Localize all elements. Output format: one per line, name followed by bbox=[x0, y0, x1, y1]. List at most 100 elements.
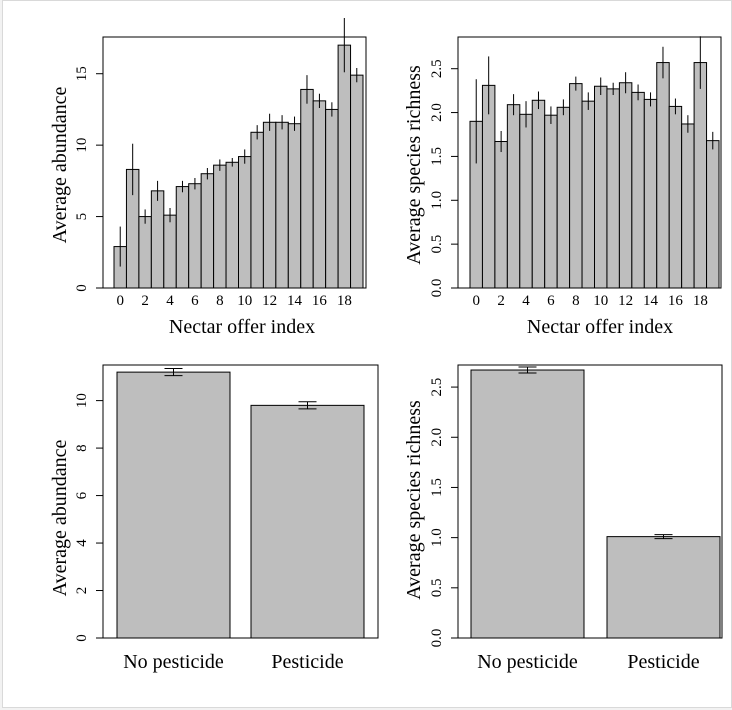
bar bbox=[668, 105, 683, 289]
bar bbox=[188, 183, 202, 289]
category-label: No pesticide bbox=[123, 651, 224, 673]
x-tick-label: 0 bbox=[472, 293, 480, 309]
bar bbox=[556, 106, 571, 289]
bar bbox=[531, 99, 546, 289]
y-tick-label: 0.0 bbox=[429, 629, 445, 648]
bar bbox=[481, 84, 496, 289]
x-tick-label: 18 bbox=[693, 293, 708, 309]
plot-box bbox=[457, 36, 722, 289]
bar bbox=[606, 88, 620, 289]
y-tick-label: 5 bbox=[74, 213, 90, 221]
bar bbox=[693, 62, 708, 289]
bar bbox=[594, 85, 608, 289]
bar bbox=[150, 190, 165, 289]
x-tick-label: 12 bbox=[618, 293, 633, 309]
bar bbox=[250, 404, 365, 639]
y-tick-label: 15 bbox=[74, 66, 90, 81]
x-tick-label: 12 bbox=[262, 293, 277, 309]
y-axis-title: Average abundance bbox=[49, 440, 71, 597]
bar bbox=[681, 123, 695, 289]
bar bbox=[250, 131, 264, 289]
x-tick-label: 8 bbox=[216, 293, 224, 309]
x-tick-label: 0 bbox=[116, 293, 124, 309]
bar bbox=[506, 104, 521, 289]
bar bbox=[706, 140, 720, 289]
x-tick-label: 18 bbox=[337, 293, 352, 309]
bar bbox=[631, 91, 645, 289]
y-axis-title: Average species richness bbox=[403, 400, 425, 600]
plot-box bbox=[102, 364, 379, 639]
x-tick-label: 8 bbox=[572, 293, 580, 309]
y-tick-label: 0 bbox=[74, 634, 90, 642]
y-tick-label: 8 bbox=[74, 444, 90, 452]
plot-box bbox=[457, 364, 723, 639]
bar bbox=[287, 123, 302, 289]
bar bbox=[350, 74, 364, 289]
bar bbox=[275, 121, 289, 289]
x-tick-label: 4 bbox=[522, 293, 530, 309]
bar bbox=[175, 186, 190, 289]
plot-box bbox=[102, 36, 367, 289]
x-tick-label: 4 bbox=[166, 293, 174, 309]
y-tick-label: 10 bbox=[74, 393, 90, 408]
bar bbox=[200, 173, 215, 289]
bar bbox=[519, 113, 533, 289]
y-tick-label: 0.0 bbox=[429, 279, 445, 298]
y-tick-label: 0.5 bbox=[429, 578, 445, 597]
bar bbox=[494, 141, 508, 289]
x-tick-label: 16 bbox=[312, 293, 328, 309]
bar bbox=[138, 216, 152, 289]
y-tick-label: 2.0 bbox=[429, 103, 445, 122]
x-tick-label: 14 bbox=[643, 293, 659, 309]
x-tick-label: 2 bbox=[497, 293, 505, 309]
bar bbox=[581, 100, 595, 289]
bar bbox=[618, 82, 633, 289]
x-tick-label: 6 bbox=[547, 293, 555, 309]
bar bbox=[569, 83, 583, 289]
bar bbox=[312, 100, 327, 289]
x-axis-title: Nectar offer index bbox=[527, 316, 673, 338]
y-tick-label: 2 bbox=[74, 587, 90, 595]
x-axis-title: Nectar offer index bbox=[169, 316, 315, 338]
x-tick-label: 2 bbox=[141, 293, 149, 309]
y-tick-label: 4 bbox=[74, 539, 90, 547]
y-axis-title: Average abundance bbox=[49, 87, 71, 244]
y-tick-label: 1.0 bbox=[429, 528, 445, 547]
x-tick-label: 16 bbox=[668, 293, 684, 309]
y-tick-label: 2.5 bbox=[429, 378, 445, 397]
category-label: No pesticide bbox=[477, 651, 578, 673]
bar bbox=[163, 214, 177, 289]
x-tick-label: 10 bbox=[237, 293, 252, 309]
bar bbox=[337, 44, 352, 289]
bar bbox=[643, 98, 658, 289]
bar bbox=[213, 164, 227, 289]
y-tick-label: 1.5 bbox=[429, 478, 445, 497]
x-tick-label: 10 bbox=[593, 293, 608, 309]
category-label: Pesticide bbox=[627, 651, 699, 673]
y-tick-label: 1.5 bbox=[429, 147, 445, 166]
category-label: Pesticide bbox=[271, 651, 343, 673]
bar bbox=[606, 536, 721, 639]
bar bbox=[262, 121, 277, 289]
bar bbox=[544, 114, 558, 289]
bar bbox=[656, 62, 670, 289]
y-tick-label: 2.5 bbox=[429, 59, 445, 78]
y-tick-label: 0 bbox=[74, 284, 90, 292]
bar bbox=[116, 371, 231, 639]
y-tick-label: 6 bbox=[74, 491, 90, 499]
x-tick-label: 6 bbox=[191, 293, 199, 309]
bar bbox=[225, 161, 240, 289]
bar bbox=[470, 369, 585, 639]
y-axis-title: Average species richness bbox=[403, 65, 425, 265]
x-tick-label: 14 bbox=[287, 293, 303, 309]
bar bbox=[238, 156, 252, 289]
bar bbox=[300, 88, 314, 289]
bar bbox=[325, 108, 339, 289]
abundance-by-pesticide-panel: 0 2 4 6 8 10 Average abundance No pesticide Pest… bbox=[49, 364, 379, 673]
y-tick-label: 1.0 bbox=[429, 191, 445, 210]
y-tick-label: 0.5 bbox=[429, 235, 445, 254]
